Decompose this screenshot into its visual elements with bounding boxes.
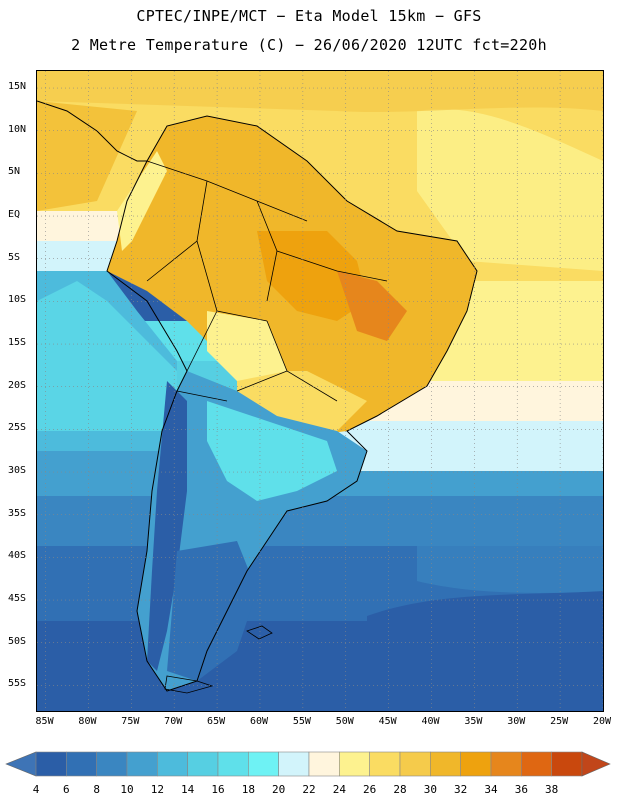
colorbar-segment-6: [217, 751, 249, 777]
lat-label-30S: 30S: [8, 465, 27, 477]
lon-label-30W: 30W: [507, 716, 526, 727]
colorbar-label-16: 16: [211, 783, 225, 796]
atlantic-yellow-patch: [417, 109, 603, 271]
lat-label-5N: 5N: [8, 166, 21, 178]
andes-north-cool: [117, 151, 167, 251]
lat-label-45S: 45S: [8, 593, 27, 605]
colorbar-label-20: 20: [272, 783, 286, 796]
lon-label-80W: 80W: [78, 716, 97, 727]
lat-label-35S: 35S: [8, 507, 27, 519]
colorbar-segment-10: [339, 751, 370, 777]
colorbar-segment-3: [126, 751, 158, 777]
colorbar-label-38: 38: [545, 783, 559, 796]
lat-label-10S: 10S: [8, 294, 27, 306]
colorbar-segment-11: [369, 751, 401, 777]
lon-label-85W: 85W: [35, 716, 54, 727]
pacific-coast-band: [37, 281, 177, 431]
colorbar-segment-2: [96, 751, 128, 777]
falklands-outline: [246, 625, 273, 640]
lon-label-70W: 70W: [164, 716, 183, 727]
colorbar-segment-4: [157, 751, 188, 777]
colorbar-segment-5: [187, 751, 219, 777]
temperature-colorbar: [5, 751, 611, 777]
lat-label-EQ: EQ: [8, 209, 21, 221]
colorbar-label-32: 32: [454, 783, 468, 796]
paraguay-mild: [207, 311, 287, 381]
colorbar-segment-15: [490, 751, 522, 777]
colorbar-segment-7: [248, 751, 279, 777]
lat-label-15S: 15S: [8, 337, 27, 349]
lat-label-55S: 55S: [8, 678, 27, 690]
colorbar-segment-14: [460, 751, 492, 777]
colorbar-label-24: 24: [332, 783, 346, 796]
lat-label-10N: 10N: [8, 123, 27, 135]
colorbar-segment-16: [521, 751, 552, 777]
colorbar-label-28: 28: [393, 783, 407, 796]
pacific-22-band: [37, 211, 127, 241]
caribbean-warm: [37, 71, 603, 113]
colorbar-label-30: 30: [423, 783, 437, 796]
colorbar-segment-0: [35, 751, 67, 777]
colorbar-low-arrow: [5, 751, 37, 777]
lon-label-25W: 25W: [550, 716, 569, 727]
colorbar-segment-9: [308, 751, 340, 777]
andes-cold: [147, 381, 187, 671]
colorbar-label-12: 12: [150, 783, 164, 796]
lat-label-40S: 40S: [8, 550, 27, 562]
lat-label-25S: 25S: [8, 422, 27, 434]
colorbar-label-36: 36: [514, 783, 528, 796]
south-atlantic-mid: [417, 501, 603, 593]
lon-label-60W: 60W: [249, 716, 268, 727]
patagonia-cold: [167, 541, 257, 681]
lat-label-20S: 20S: [8, 379, 27, 391]
colorbar-label-14: 14: [181, 783, 195, 796]
lon-label-40W: 40W: [421, 716, 440, 727]
lat-label-50S: 50S: [8, 635, 27, 647]
colorbar-label-22: 22: [302, 783, 316, 796]
lon-label-35W: 35W: [464, 716, 483, 727]
tierra-del-fuego-outline: [164, 675, 214, 694]
colorbar-segment-13: [430, 751, 461, 777]
lat-label-15N: 15N: [8, 81, 27, 93]
lon-label-55W: 55W: [292, 716, 311, 727]
colorbar-label-6: 6: [63, 783, 70, 796]
colorbar-segment-12: [399, 751, 431, 777]
argentina-mid: [207, 401, 337, 501]
colorbar-segment-17: [551, 751, 583, 777]
temperature-map: [37, 71, 603, 711]
central-brazil-hot: [337, 271, 407, 341]
colorbar-label-10: 10: [120, 783, 134, 796]
lon-label-50W: 50W: [335, 716, 354, 727]
continent-outline: [106, 115, 478, 692]
colorbar-high-arrow: [581, 751, 611, 777]
colorbar-label-4: 4: [32, 783, 40, 796]
title-line-1: CPTEC/INPE/MCT − Eta Model 15km − GFS: [136, 7, 482, 25]
colorbar-segment-1: [66, 751, 97, 777]
colorbar-label-26: 26: [363, 783, 377, 796]
map-panel[interactable]: [36, 70, 604, 712]
south-atlantic-blue: [367, 591, 603, 711]
colorbar-label-18: 18: [241, 783, 255, 796]
colorbar-label-8: 8: [93, 783, 100, 796]
title-line-2: 2 Metre Temperature (C) − 26/06/2020 12U…: [71, 36, 547, 54]
east-pacific-warm: [37, 101, 137, 211]
central-america-outline: [37, 100, 147, 162]
lon-label-65W: 65W: [207, 716, 226, 727]
colorbar-label-34: 34: [484, 783, 498, 796]
pacific-20-band: [37, 241, 117, 271]
lon-label-20W: 20W: [592, 716, 612, 727]
lat-label-5S: 5S: [8, 251, 21, 263]
colorbar-segment-8: [278, 751, 310, 777]
graticule: [37, 71, 603, 711]
lon-label-75W: 75W: [121, 716, 140, 727]
lon-label-45W: 45W: [378, 716, 397, 727]
